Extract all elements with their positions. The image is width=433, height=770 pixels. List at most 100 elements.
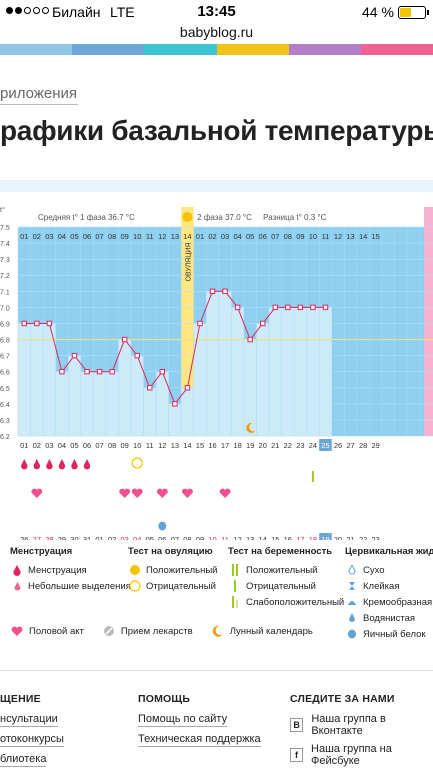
calendar-date-label: 29 xyxy=(58,535,66,544)
phase2-day-label: 08 xyxy=(284,232,292,241)
phase2-day-label: 06 xyxy=(259,232,267,241)
footer-link-consultations[interactable]: нсультации xyxy=(0,713,58,727)
cycle-day-label: 28 xyxy=(359,441,367,450)
drop-icon xyxy=(21,459,28,470)
cycle-day-label: 23 xyxy=(296,441,304,450)
battery-percent: 44 % xyxy=(362,4,394,20)
heart-icon xyxy=(31,488,43,498)
temperature-bar xyxy=(80,371,94,437)
ovulation-sun-icon xyxy=(182,212,193,222)
heart-icon xyxy=(131,488,143,498)
footer-col-help: ПОМОЩЬ Помощь по сайту Техническая подде… xyxy=(138,693,261,753)
y-tick-label: 6.9 xyxy=(0,321,10,328)
temperature-bar xyxy=(55,371,69,437)
legend-label: Положительный xyxy=(246,564,318,576)
cycle-day-label: 22 xyxy=(284,441,292,450)
color-bar-segment xyxy=(0,44,73,55)
day-header-label: 08 xyxy=(108,232,116,241)
temperature-point xyxy=(234,304,241,311)
social-vk[interactable]: В Наша группа в Вконтакте xyxy=(290,713,433,737)
calendar-date-label: 23 xyxy=(372,535,380,544)
temperature-point xyxy=(260,320,266,327)
sticky-icon xyxy=(345,581,359,591)
color-bar-segment xyxy=(216,44,289,55)
footer-link-support[interactable]: Техническая поддержка xyxy=(138,733,261,747)
difference-header: Разница t° 0.3 °C xyxy=(263,213,326,222)
watery-icon xyxy=(345,613,359,623)
footer-col-social: СЛЕДИТЕ ЗА НАМИ В Наша группа в Вконтакте… xyxy=(290,693,433,770)
cycle-day-label: 26 xyxy=(334,441,342,450)
legend-title: Цервикальная жидкость xyxy=(345,546,433,557)
drop-icon xyxy=(58,459,66,470)
cycle-day-label: 24 xyxy=(309,441,317,450)
cycle-day-label: 19 xyxy=(246,441,254,450)
legend-label: Менструация xyxy=(28,564,87,576)
legend-label: Лунный календарь xyxy=(229,625,313,637)
footer-link-library[interactable]: блиотека xyxy=(0,753,47,767)
test-positive-icon xyxy=(228,564,242,576)
phase2-day-label: 12 xyxy=(334,232,342,241)
footer-link-site-help[interactable]: Помощь по сайту xyxy=(138,713,228,727)
test-positive-icon xyxy=(311,471,314,482)
cycle-day-label: 09 xyxy=(121,441,129,450)
legend-label: Отрицательный xyxy=(146,580,216,592)
temperature-point xyxy=(184,385,191,391)
temperature-bar xyxy=(93,371,107,437)
url-bar[interactable]: babyblog.ru xyxy=(179,24,254,40)
temperature-point xyxy=(272,304,278,311)
chart-header-bg xyxy=(18,207,433,227)
temperature-bar xyxy=(143,387,157,437)
cycle-day-label: 29 xyxy=(372,441,380,450)
day-header-label: 07 xyxy=(95,232,103,241)
status-bar: Билайн LTE 13:45 44 % xyxy=(0,0,433,24)
day-header-label: 10 xyxy=(133,232,141,241)
cycle-day-label: 07 xyxy=(95,441,103,450)
calendar-date-label: 08 xyxy=(183,535,191,544)
legend-cervical: Цервикальная жидкость Сухо Клейкая Кремо… xyxy=(345,546,433,642)
heart-icon xyxy=(119,488,131,498)
y-tick-label: 7.5 xyxy=(0,225,10,232)
temperature-bar xyxy=(306,307,320,437)
temperature-point xyxy=(247,336,253,343)
cycle-day-label: 11 xyxy=(146,441,154,450)
calendar-date-label: 22 xyxy=(359,535,367,544)
phase2-day-label: 05 xyxy=(246,232,254,241)
test-weak-icon xyxy=(228,596,242,608)
breadcrumb[interactable]: риложения xyxy=(0,85,78,105)
social-link-label: Наша группа в Вконтакте xyxy=(311,713,386,737)
temperature-point xyxy=(209,288,216,295)
chart-panel: 7.5 7.4 7.3 7.2 7.1 7.0 6.9 6.8 6.7 6.6 6.5 6.4 6.3 6… xyxy=(0,180,433,645)
y-tick-label: 6.4 xyxy=(0,402,10,409)
temperature-point xyxy=(84,368,90,375)
temperature-bar xyxy=(293,307,307,437)
temperature-point xyxy=(159,368,166,375)
cycle-day-label: 04 xyxy=(58,441,66,450)
temperature-bar xyxy=(30,323,44,437)
negative-circle-icon xyxy=(128,580,142,592)
legend-label: Сухо xyxy=(363,564,385,576)
phase2-day-label: 10 xyxy=(309,232,317,241)
cycle-day-label: 21 xyxy=(271,441,279,450)
footer-link-photo-contests[interactable]: отоконкурсы xyxy=(0,733,64,747)
legend-ovulation-test: Тест на овуляцию Положительный Отрицател… xyxy=(128,546,217,594)
calendar-date-label: 05 xyxy=(146,535,154,544)
legend-label: Кремообразная xyxy=(363,596,433,608)
pill-icon xyxy=(102,625,116,637)
temperature-point xyxy=(71,352,78,359)
social-facebook[interactable]: f Наша группа на Фейсбуке xyxy=(290,743,433,767)
calendar-date-label: 11 xyxy=(221,535,229,544)
temperature-point xyxy=(285,304,291,311)
calendar-date-label: 28 xyxy=(45,535,53,544)
cycle-day-label: 10 xyxy=(133,441,141,450)
battery-icon xyxy=(398,6,429,19)
temperature-point xyxy=(172,401,178,407)
cycle-day-label: 14 xyxy=(183,441,191,450)
temperature-point xyxy=(147,385,153,391)
y-tick-label: 6.2 xyxy=(0,434,10,441)
heart-icon xyxy=(10,626,24,637)
page-title: рафики базальной температуры xyxy=(0,115,433,146)
day-header-label: 13 xyxy=(171,232,179,241)
cycle-day-label: 06 xyxy=(83,441,91,450)
calendar-date-label: 15 xyxy=(271,535,279,544)
legend-pregnancy-test: Тест на беременность Положительный Отриц… xyxy=(228,546,344,610)
